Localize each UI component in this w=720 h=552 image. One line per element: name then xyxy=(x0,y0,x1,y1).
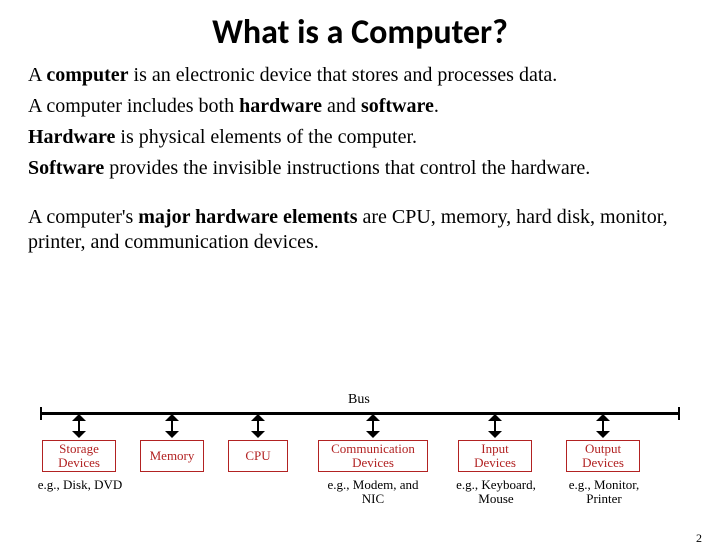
text: is an electronic device that stores and … xyxy=(129,64,558,86)
connector-arrow-icon xyxy=(596,414,610,438)
hw-node-box: Storage Devices xyxy=(42,440,116,472)
bold-hardware-2: Hardware xyxy=(28,126,115,148)
connector-arrow-icon xyxy=(72,414,86,438)
hw-node-caption: e.g., Modem, and NIC xyxy=(322,478,424,507)
bus-end-tick xyxy=(678,407,680,420)
body-text: A computer is an electronic device that … xyxy=(0,63,720,255)
text: A computer's xyxy=(28,206,138,228)
text: provides the invisible instructions that… xyxy=(104,157,590,179)
connector-arrow-icon xyxy=(251,414,265,438)
paragraph-3: Hardware is physical elements of the com… xyxy=(28,125,692,150)
connector-arrow-icon xyxy=(165,414,179,438)
bold-software: software xyxy=(361,95,434,117)
text: A xyxy=(28,64,46,86)
page-number: 2 xyxy=(696,531,702,546)
hw-node-box: Input Devices xyxy=(458,440,532,472)
bus-diagram: Bus Storage Devices e.g., Disk, DVD Memory C… xyxy=(0,392,720,532)
hw-node-box: Output Devices xyxy=(566,440,640,472)
bold-computer: computer xyxy=(46,64,128,86)
paragraph-4: Software provides the invisible instruct… xyxy=(28,156,692,181)
hw-node-box: CPU xyxy=(228,440,288,472)
hw-node-caption: e.g., Keyboard, Mouse xyxy=(448,478,544,507)
hw-node-box: Communication Devices xyxy=(318,440,428,472)
hw-node-box: Memory xyxy=(140,440,204,472)
hw-node-caption: e.g., Disk, DVD xyxy=(30,478,130,492)
paragraph-1: A computer is an electronic device that … xyxy=(28,63,692,88)
bus-end-tick xyxy=(40,407,42,420)
bus-line xyxy=(40,412,680,415)
paragraph-5: A computer's major hardware elements are… xyxy=(28,205,692,255)
hw-node-caption: e.g., Monitor, Printer xyxy=(558,478,650,507)
text: . xyxy=(434,95,439,117)
text: and xyxy=(322,95,361,117)
bus-label: Bus xyxy=(348,392,370,408)
paragraph-2: A computer includes both hardware and so… xyxy=(28,94,692,119)
bold-major-hw: major hardware elements xyxy=(138,206,357,228)
bold-software-2: Software xyxy=(28,157,104,179)
text: A computer includes both xyxy=(28,95,239,117)
page-title: What is a Computer? xyxy=(0,12,720,53)
text: is physical elements of the computer. xyxy=(115,126,417,148)
connector-arrow-icon xyxy=(488,414,502,438)
connector-arrow-icon xyxy=(366,414,380,438)
bold-hardware: hardware xyxy=(239,95,322,117)
